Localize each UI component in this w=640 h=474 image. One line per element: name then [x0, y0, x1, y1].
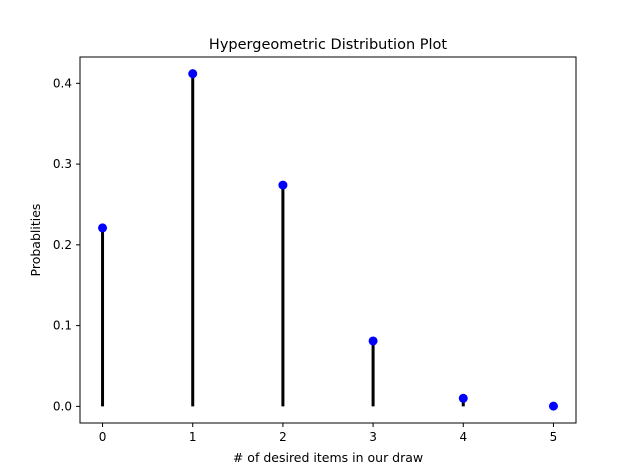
y-axis-label: Probablities [28, 204, 43, 277]
data-point [458, 393, 468, 403]
x-tick-label: 5 [550, 430, 558, 444]
x-tick-label: 0 [99, 430, 107, 444]
y-tick-label: 0.3 [53, 157, 72, 171]
chart-title: Hypergeometric Distribution Plot [209, 37, 447, 53]
x-tick-label: 2 [279, 430, 287, 444]
x-tick-label: 3 [369, 430, 377, 444]
x-ticks-group: 0 1 2 3 4 5 [99, 423, 558, 444]
data-point [548, 401, 558, 411]
markers-group [98, 69, 558, 411]
data-point [188, 69, 198, 79]
stems-group [101, 73, 555, 407]
x-tick-label: 4 [459, 430, 467, 444]
x-axis-label: # of desired items in our draw [233, 450, 423, 465]
data-point [368, 336, 378, 346]
y-ticks-group: 0.0 0.1 0.2 0.3 0.4 [53, 76, 80, 413]
x-tick-label: 1 [189, 430, 197, 444]
y-tick-label: 0.1 [53, 319, 72, 333]
y-tick-label: 0.0 [53, 399, 72, 413]
plot-frame [79, 56, 577, 424]
data-point [98, 223, 108, 233]
y-tick-label: 0.2 [53, 238, 72, 252]
y-tick-label: 0.4 [53, 76, 72, 90]
data-point [278, 180, 288, 190]
